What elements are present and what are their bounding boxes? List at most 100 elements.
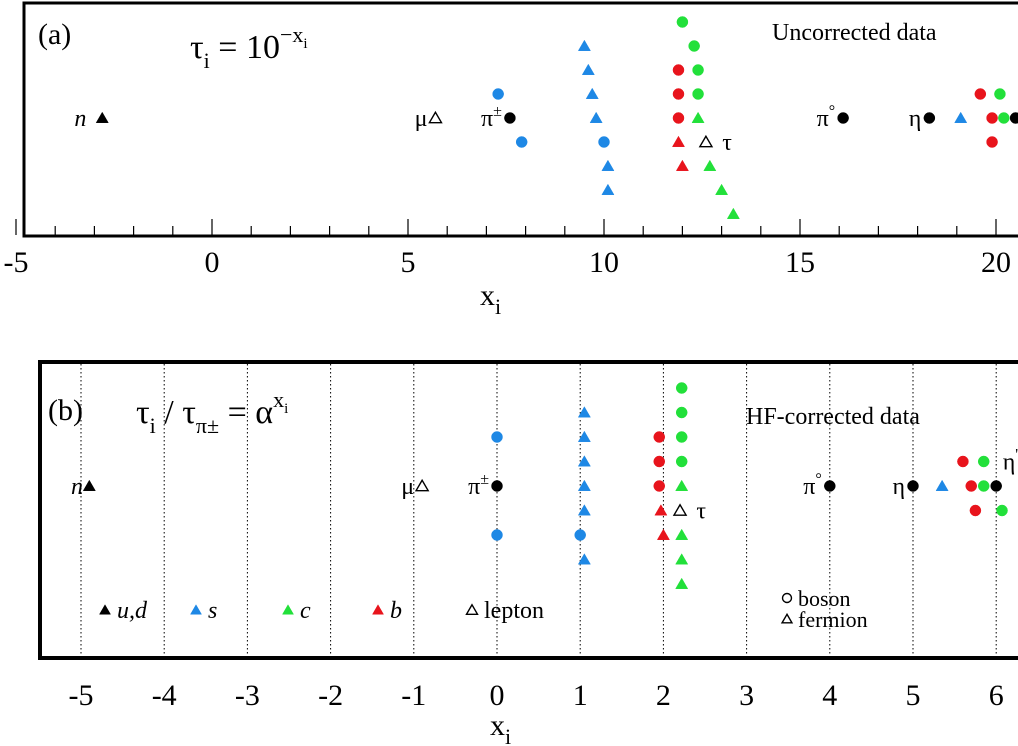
legend-marker-black (465, 603, 479, 615)
panel-a-formula: τi = 10−xi (190, 22, 308, 73)
tick-label: -5 (4, 246, 29, 279)
particle-label: η' (1003, 447, 1018, 476)
data-point-blue-triangle (577, 430, 591, 442)
panel-b-particle-labels: n μ π± τ π° η η' (71, 447, 1018, 525)
panel-b-label: (b) (48, 394, 83, 427)
data-point-black-triangle (428, 110, 443, 124)
data-point-red-circle (986, 136, 998, 148)
tick-label: 4 (822, 679, 837, 712)
data-point-red-circle (969, 504, 982, 517)
tick-label: -1 (401, 679, 426, 712)
data-point-blue-circle (598, 136, 610, 148)
data-point-red-triangle (654, 504, 668, 516)
legend-label: b (390, 598, 402, 624)
panel-a-ticks (15, 219, 997, 235)
data-point-red-circle (653, 431, 665, 443)
legend-marker-red (372, 604, 384, 615)
data-point-blue-circle (492, 88, 504, 100)
data-point-green-triangle (675, 577, 689, 589)
panel-a-particle-labels: nμπ±τπ°ηη' (74, 103, 922, 156)
data-point-red-circle (974, 88, 987, 100)
data-point-black-triangle (95, 111, 109, 123)
data-point-blue-triangle (935, 479, 949, 491)
data-point-blue-triangle (601, 159, 615, 171)
data-point-blue-triangle (585, 87, 599, 99)
tick-label: -3 (235, 679, 260, 712)
data-point-blue-triangle (954, 111, 968, 123)
legend-marker-blue (190, 604, 202, 615)
data-point-green-triangle (675, 479, 689, 491)
data-point-blue-circle (491, 529, 503, 541)
panel-b-grid (80, 364, 997, 656)
data-point-green-triangle (715, 183, 729, 195)
tick-label: 3 (739, 679, 754, 712)
data-point-red-circle (653, 480, 665, 492)
particle-label: π° (803, 471, 822, 500)
particle-label: n (74, 106, 86, 132)
data-point-green-circle (977, 455, 990, 468)
data-point-black-circle (837, 112, 849, 124)
tick-label: -5 (69, 679, 94, 712)
data-point-blue-triangle (577, 479, 591, 491)
data-point-red-circle (672, 64, 685, 76)
legend-shape-circle (781, 592, 793, 604)
data-point-black-circle (990, 480, 1002, 492)
data-point-green-triangle (726, 207, 740, 219)
data-point-blue-triangle (577, 455, 591, 467)
data-point-green-circle (692, 64, 704, 76)
data-point-green-circle (994, 88, 1006, 100)
particle-label: η (909, 106, 922, 132)
data-point-green-circle (676, 16, 689, 28)
data-point-red-triangle (675, 159, 689, 171)
legend-marker-green (282, 604, 294, 615)
tick-label: 2 (656, 679, 671, 712)
data-point-green-circle (977, 480, 990, 492)
tick-label: 6 (989, 679, 1004, 712)
data-point-blue-triangle (581, 63, 595, 75)
tick-label: -4 (152, 679, 177, 712)
tick-label: 5 (401, 246, 416, 279)
panel-b-annotation: HF-corrected data (746, 404, 920, 430)
particle-label: π° (817, 103, 836, 132)
panel-b-formula: τi / τπ± = αxi (136, 387, 288, 438)
panel-a-label: (a) (38, 18, 71, 51)
data-point-red-circle (672, 88, 685, 100)
data-point-red-triangle (656, 528, 670, 540)
tick-label: 0 (490, 679, 505, 712)
data-point-red-circle (672, 112, 685, 124)
data-point-blue-triangle (601, 183, 615, 195)
data-point-black-circle (491, 480, 503, 492)
data-point-black-triangle (414, 478, 430, 492)
data-point-blue-circle (491, 431, 503, 443)
particle-label: π± (481, 103, 502, 132)
data-point-black-circle (923, 112, 936, 124)
data-point-blue-triangle (589, 111, 603, 123)
data-point-red-circle (957, 455, 969, 468)
tick-label: 15 (785, 246, 815, 279)
data-point-green-circle (675, 431, 688, 443)
data-point-green-circle (675, 382, 688, 394)
panel-a-uncorrected: nμπ±τπ°ηη' (a) τi = 10−xi Uncorrected da… (4, 1, 1018, 319)
legend-label: s (208, 598, 217, 624)
data-point-green-circle (996, 504, 1008, 517)
data-point-black-triangle (672, 503, 688, 516)
legend-shape-label: boson (798, 586, 851, 611)
panel-a-tick-labels: -5 0 5 10 15 20 (4, 246, 1012, 279)
tick-label: -2 (318, 679, 343, 712)
data-point-red-circle (965, 480, 977, 492)
data-point-red-circle (986, 112, 998, 124)
particle-label: μ (415, 106, 428, 132)
panel-b-tick-labels: -5 -4 -3 -2 -1 0 1 2 3 4 5 6 (69, 679, 1004, 712)
data-point-black-circle (1009, 112, 1018, 124)
data-point-blue-circle (574, 529, 586, 541)
particle-label: π± (468, 471, 489, 500)
tick-label: 0 (205, 246, 220, 279)
legend-label: lepton (484, 598, 544, 624)
panel-b-points (82, 382, 1008, 589)
legend-shape-triangle (780, 612, 794, 624)
particle-label: η (892, 474, 905, 500)
particle-label: μ (401, 474, 414, 500)
tick-label: 20 (981, 246, 1011, 279)
panel-a-xlabel: xi (480, 279, 501, 319)
